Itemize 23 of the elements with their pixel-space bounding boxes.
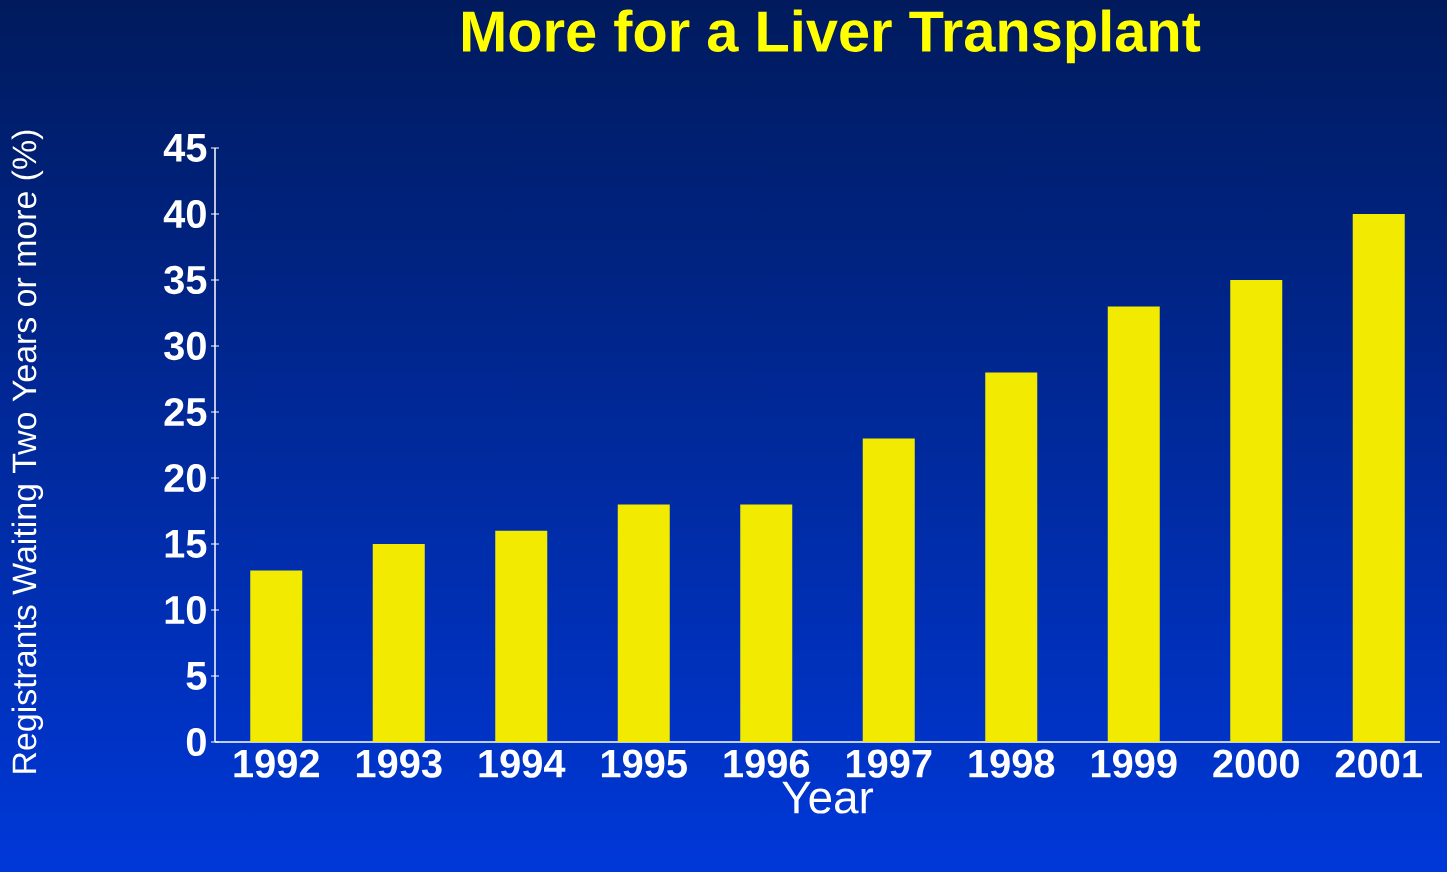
x-tick-label: 1995 [601,749,687,778]
y-tick-label: 25 [164,397,207,427]
x-tick-label: 2001 [1335,749,1422,778]
y-tick-label: 45 [163,134,207,162]
x-tick-label: 1994 [479,749,566,778]
y-tick-label: 35 [164,265,207,295]
y-tick-label: 0 [186,727,206,757]
y-tick-label: 5 [186,662,207,690]
x-tick-label: 1997 [846,749,932,778]
y-tick-label: 20 [164,463,206,493]
x-tick-label: 1996 [724,749,810,778]
y-tick-label: 10 [165,595,206,625]
x-tick-label: 1999 [1091,749,1177,778]
x-tick-label: 1993 [356,749,442,778]
y-tick-label: 40 [163,199,206,229]
y-axis-title: Registrants Waiting Two Years or more (%) [11,130,44,773]
chart-title: More for a Liver Transplant [463,9,1201,64]
x-tick-label: 2000 [1213,749,1299,778]
y-tick-label: 15 [165,530,207,558]
y-tick-label: 30 [164,331,206,361]
x-tick-label: 1992 [234,749,319,778]
x-tick-label: 1998 [969,749,1055,778]
x-axis-title: Year [782,781,874,814]
